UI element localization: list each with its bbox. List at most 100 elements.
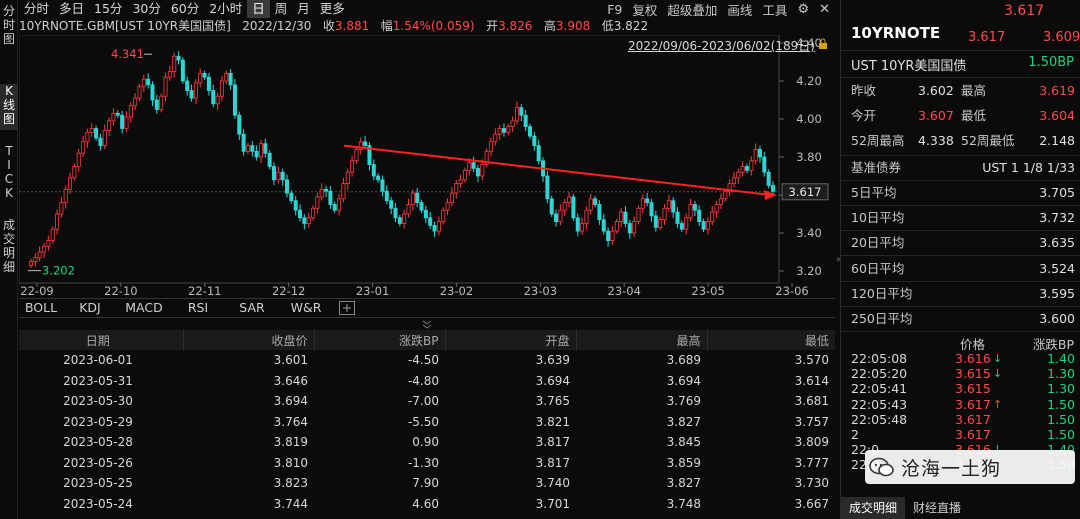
period-2hour[interactable]: 2小时	[209, 1, 243, 16]
table-row[interactable]: 2023-05-24 3.744 4.60 3.701 3.748 3.667	[19, 494, 835, 515]
candle-body	[63, 188, 68, 204]
period-60min[interactable]: 60分	[170, 1, 200, 16]
stat-value: 3.604	[1039, 108, 1075, 123]
stat-value: 3.619	[1039, 83, 1075, 98]
indicator-rsi[interactable]: RSI	[187, 300, 209, 315]
table-row[interactable]: 2023-06-01 3.601 -4.50 3.639 3.689 3.570	[19, 350, 835, 371]
candle-body	[102, 130, 107, 147]
high-label: 高	[543, 19, 556, 33]
stat-row: 昨收 3.602 最高 3.619	[841, 78, 1080, 103]
indicator-kdj[interactable]: KDJ	[79, 300, 101, 315]
date-cell: 2023-05-28	[63, 435, 133, 450]
period-30min[interactable]: 30分	[132, 1, 161, 16]
low-cell: 3.667	[794, 496, 829, 511]
col-close[interactable]: 收盘价	[183, 330, 315, 350]
average-value: 3.600	[1039, 311, 1075, 326]
col-open[interactable]: 开盘	[445, 330, 577, 350]
close-icon[interactable]: ✕	[819, 1, 830, 17]
f9-button[interactable]: F9	[607, 1, 623, 17]
col-change-bp[interactable]: 涨跌BP	[314, 330, 446, 350]
candle-body	[267, 152, 272, 167]
ask-price: 3.609	[1043, 30, 1080, 45]
collapse-chevron-icon[interactable]	[420, 318, 434, 329]
table-row[interactable]: 2023-05-28 3.819 0.90 3.817 3.845 3.809	[19, 432, 835, 453]
table-row[interactable]: 2023-05-29 3.764 -5.50 3.821 3.827 3.757	[19, 412, 835, 433]
draw-line-button[interactable]: 画线	[727, 2, 753, 18]
candle-body	[632, 221, 637, 234]
candle-body	[449, 192, 454, 204]
vtab-trade-detail[interactable]: 成交明细	[2, 218, 15, 274]
open-cell: 3.817	[535, 435, 570, 450]
tab-trade-detail[interactable]: 成交明细	[841, 497, 906, 519]
candle-body	[701, 221, 706, 230]
candle-body	[619, 211, 624, 223]
stat-label: 52周最高	[851, 133, 905, 148]
candle-body	[593, 198, 598, 205]
panel-expand-icon[interactable]: »	[836, 255, 842, 265]
candle-body	[389, 200, 394, 209]
tick-row: 22:05:48 3.617 1.50	[841, 412, 1080, 427]
period-15min[interactable]: 15分	[94, 1, 123, 16]
average-label: 120日平均	[851, 285, 913, 301]
tick-time: 22:05:08	[851, 351, 908, 366]
tick-price: 3.615	[955, 366, 991, 382]
lock-icon[interactable]	[818, 38, 828, 50]
period-week[interactable]: 周	[274, 1, 288, 16]
candle-body	[519, 107, 524, 116]
indicator-boll[interactable]: BOLL	[24, 300, 58, 315]
date-cell: 2023-05-31	[63, 373, 133, 388]
tick-price: 3.617	[955, 411, 991, 427]
date-range-label[interactable]: 2022/09/06-2023/06/02(189日)	[628, 39, 815, 53]
candle-body	[432, 224, 437, 232]
candle-body	[42, 245, 47, 253]
col-low[interactable]: 最低	[707, 330, 835, 350]
indicator-wr[interactable]: W&R	[290, 300, 322, 315]
period-month[interactable]: 月	[297, 1, 310, 16]
candle-body	[68, 177, 73, 190]
indicator-macd[interactable]: MACD	[125, 300, 163, 315]
tick-bp: 1.30	[1047, 381, 1075, 397]
period-more[interactable]: 更多	[319, 1, 345, 16]
indicator-sar[interactable]: SAR	[239, 300, 265, 315]
table-row[interactable]: 2023-05-26 3.810 -1.30 3.817 3.859 3.777	[19, 453, 835, 474]
table-row[interactable]: 2023-05-30 3.694 -7.00 3.765 3.769 3.681	[19, 391, 835, 412]
tab-finance-live[interactable]: 财经直播	[913, 501, 962, 515]
vtab-timeshare[interactable]: 分时图	[2, 4, 15, 46]
gear-icon[interactable]: ⚙	[797, 1, 810, 17]
watermark: 沧海一土狗	[865, 450, 1075, 484]
candle-body	[528, 126, 533, 137]
tick-price: 3.617	[955, 427, 991, 442]
period-toolbar: 分时 多日 15分 30分 60分 2小时 日 周 月 更多 F9 复权 超级叠…	[19, 0, 835, 18]
open-cell: 3.817	[535, 455, 570, 470]
high-cell: 3.769	[666, 394, 701, 409]
candle-body	[137, 86, 142, 99]
overlay-button[interactable]: 超级叠加	[667, 2, 718, 18]
x-tick-label: 23-04	[608, 284, 641, 297]
candle-body	[345, 171, 350, 184]
x-tick-label: 22-10	[104, 284, 137, 297]
col-high[interactable]: 最高	[576, 330, 708, 350]
stat-label: 最低	[961, 108, 987, 123]
candle-body	[393, 207, 398, 219]
adjust-button[interactable]: 复权	[632, 2, 658, 18]
col-date[interactable]: 日期	[19, 330, 184, 350]
x-tick-label: 22-09	[20, 284, 53, 297]
stat-row: 52周最高 4.338 52周最低 2.148	[841, 128, 1080, 153]
candle-body	[245, 145, 250, 152]
tools-button[interactable]: 工具	[762, 2, 788, 18]
candle-body	[358, 141, 363, 150]
add-indicator-button[interactable]	[339, 301, 355, 315]
stat-label: 今开	[851, 108, 877, 123]
table-row[interactable]: 2023-05-25 3.823 7.90 3.740 3.827 3.730	[19, 473, 835, 494]
tick-price: 3.615	[955, 381, 991, 397]
candle-body	[762, 156, 767, 173]
average-row: 120日平均 3.595	[841, 281, 1080, 306]
table-row[interactable]: 2023-05-31 3.646 -4.80 3.694 3.694 3.614	[19, 371, 835, 392]
candle-body	[684, 217, 689, 230]
period-multiday[interactable]: 多日	[59, 1, 85, 16]
kline-chart[interactable]: 4.404.204.003.803.603.403.2022-0922-1022…	[19, 35, 835, 297]
period-timeshare[interactable]: 分时	[24, 1, 50, 16]
period-day[interactable]: 日	[247, 0, 270, 18]
